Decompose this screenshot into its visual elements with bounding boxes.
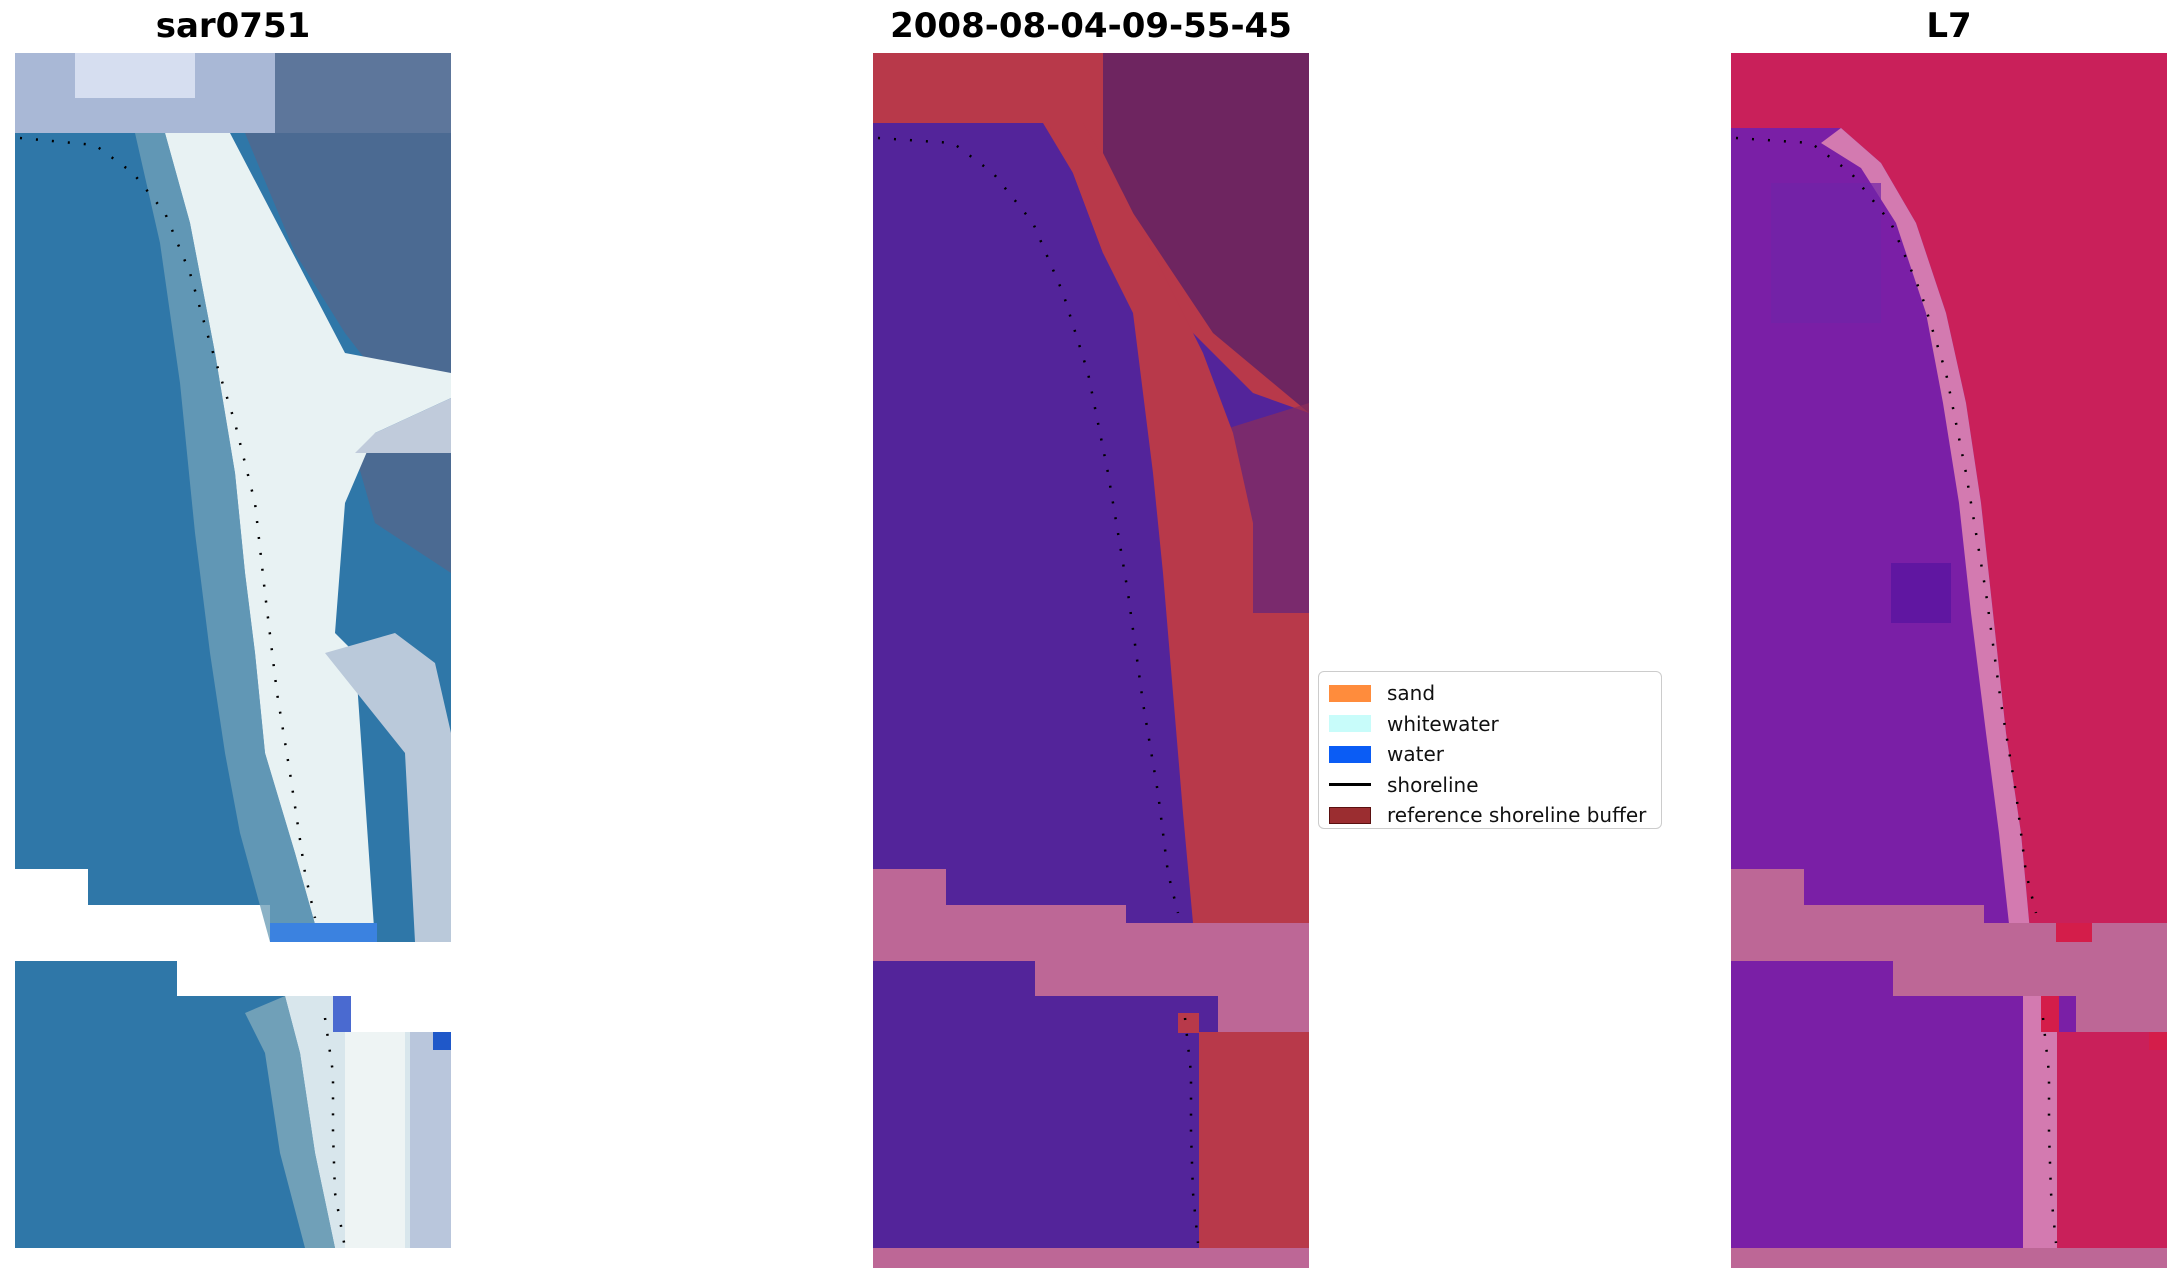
legend-label: water bbox=[1387, 742, 1444, 767]
classified-image-panel bbox=[873, 53, 1309, 1268]
panel-title-classified: 2008-08-04-09-55-45 bbox=[890, 6, 1292, 46]
whitewater-swatch bbox=[1329, 715, 1371, 733]
shoreline-index-upper bbox=[1735, 136, 2038, 914]
water-swatch bbox=[1329, 745, 1371, 763]
legend-label: whitewater bbox=[1387, 711, 1499, 736]
legend-label: shoreline bbox=[1387, 772, 1479, 797]
legend-label: reference shoreline buffer bbox=[1387, 803, 1647, 828]
sand-swatch bbox=[1329, 684, 1371, 702]
shoreline-swatch bbox=[1329, 783, 1371, 787]
classified-image bbox=[873, 53, 1309, 1268]
rgb-image-panel bbox=[15, 53, 451, 1268]
legend-label: sand bbox=[1387, 681, 1436, 706]
legend-item-buffer: reference shoreline buffer bbox=[1329, 800, 1651, 831]
panel-title-index: L7 bbox=[1926, 6, 1972, 46]
shoreline-classified-lower bbox=[1183, 1017, 1200, 1244]
index-image bbox=[1731, 53, 2167, 1268]
legend-item-whitewater: whitewater bbox=[1329, 709, 1651, 740]
legend-item-sand: sand bbox=[1329, 678, 1651, 709]
legend: sand whitewater water shoreline referenc… bbox=[1318, 671, 1662, 829]
shoreline-index-lower bbox=[2041, 1017, 2058, 1244]
shoreline-classified-upper bbox=[877, 136, 1180, 914]
rgb-image bbox=[15, 53, 451, 1249]
legend-item-water: water bbox=[1329, 739, 1651, 770]
buffer-swatch bbox=[1329, 806, 1371, 824]
legend-item-shoreline: shoreline bbox=[1329, 770, 1651, 801]
panel-title-rgb: sar0751 bbox=[155, 6, 311, 46]
index-image-panel bbox=[1731, 53, 2167, 1268]
